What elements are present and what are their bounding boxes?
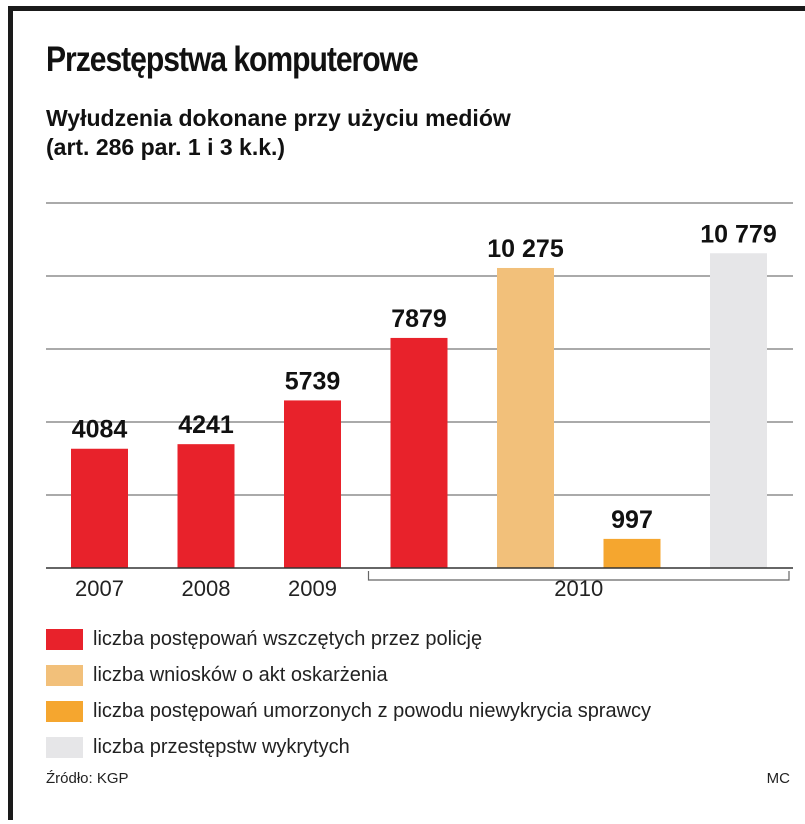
- bar-chart: 4084 4241 5739 7879 10 275 997 10 779 2007 2008 2…: [46, 202, 793, 601]
- data-label: 997: [611, 506, 653, 534]
- bar: [284, 400, 341, 568]
- source-note: Źródło: KGP: [46, 770, 129, 787]
- legend-swatch: [46, 664, 83, 686]
- legend-label: liczba postępowań wszczętych przez polic…: [93, 627, 483, 650]
- frame-left-rule: [8, 6, 13, 820]
- bar: [177, 444, 235, 568]
- data-label: 7879: [391, 305, 447, 333]
- bar: [603, 538, 661, 568]
- bar: [390, 337, 448, 568]
- x-tick-label: 2008: [182, 576, 231, 601]
- x-tick-label: 2007: [75, 576, 124, 601]
- bar: [71, 448, 128, 568]
- subtitle-line-2: (art. 286 par. 1 i 3 k.k.): [46, 134, 286, 160]
- data-label: 10 275: [487, 235, 564, 263]
- data-label: 4241: [178, 411, 234, 439]
- author-credit: MC: [766, 770, 790, 787]
- data-label: 4084: [72, 416, 128, 444]
- data-label: 10 779: [700, 220, 776, 248]
- chart-subtitle: Wyłudzenia dokonane przy użyciu mediów (…: [46, 104, 511, 162]
- x-tick-label: 2010: [554, 576, 603, 601]
- legend-swatch: [46, 700, 83, 722]
- legend-item: liczba postępowań umorzonych z powodu ni…: [46, 693, 651, 729]
- legend: liczba postępowań wszczętych przez polic…: [46, 621, 651, 765]
- legend-swatch: [46, 736, 83, 758]
- legend-item: liczba przestępstw wykrytych: [46, 729, 651, 765]
- legend-label: liczba przestępstw wykrytych: [93, 735, 350, 758]
- bar: [497, 267, 554, 568]
- bar: [710, 253, 767, 568]
- chart-title: Przestępstwa komputerowe: [46, 40, 419, 79]
- legend-label: liczba wniosków o akt oskarżenia: [93, 663, 388, 686]
- frame-top-rule: [8, 6, 805, 11]
- x-tick-label: 2009: [288, 576, 337, 601]
- legend-swatch: [46, 628, 83, 650]
- data-label: 5739: [285, 367, 341, 395]
- year-bracket: [367, 571, 790, 581]
- legend-label: liczba postępowań umorzonych z powodu ni…: [93, 699, 652, 722]
- legend-item: liczba wniosków o akt oskarżenia: [46, 657, 651, 693]
- subtitle-line-1: Wyłudzenia dokonane przy użyciu mediów: [46, 105, 511, 131]
- legend-item: liczba postępowań wszczętych przez polic…: [46, 621, 651, 657]
